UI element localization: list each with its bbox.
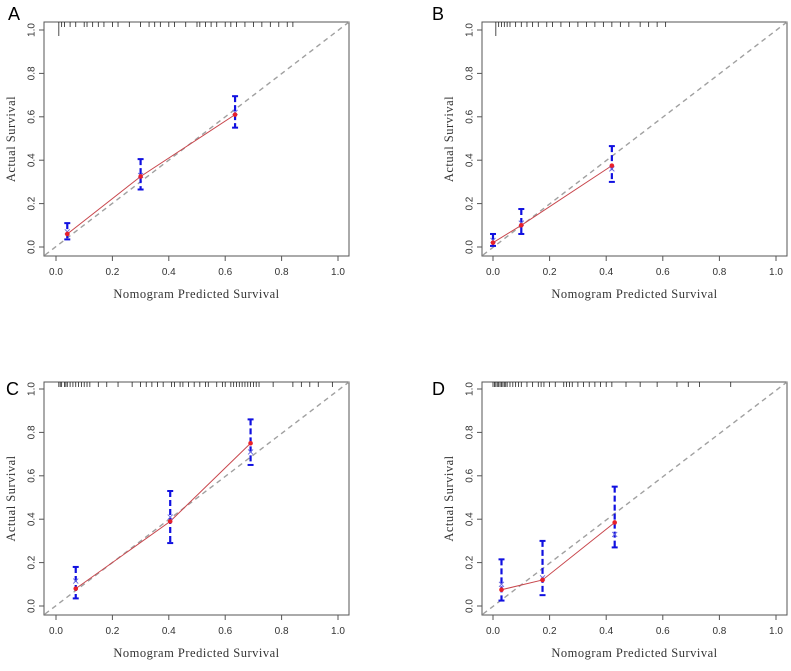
observed-point [167, 519, 173, 524]
x-tick-label: 0.8 [275, 267, 289, 278]
observed-point [73, 586, 79, 591]
bias-corrected-marker [167, 514, 174, 520]
observed-point [138, 174, 143, 179]
panel-d: D 0.0 0.2 0.4 0.6 0.8 1.0 0.0 0.2 0.4 0.6 0.8 1.0 Nom… [432, 379, 788, 660]
x-tick-label: 0.0 [486, 626, 500, 637]
observed-point [540, 577, 545, 583]
observed-point [499, 587, 504, 593]
x-axis-label: Nomogram Predicted Survival [113, 287, 279, 301]
reference-diagonal [482, 381, 788, 615]
x-axis-label: Nomogram Predicted Survival [551, 287, 717, 301]
y-tick-label: 0.2 [27, 555, 38, 569]
observed-point [64, 231, 70, 237]
panel-label: D [432, 379, 445, 399]
x-tick-label: 0.2 [543, 626, 557, 637]
calibration-line [75, 442, 251, 590]
y-tick-label: 0.4 [465, 512, 476, 526]
panel-c: C 0.0 0.2 0.4 0.6 0.8 1.0 0.0 0.2 0.4 0.6 0.8 1.0 Nom… [4, 379, 350, 660]
y-tick-label: 0.6 [465, 109, 476, 123]
y-tick-label: 0.6 [27, 109, 38, 123]
plot-frame [43, 381, 350, 616]
observed-point [232, 112, 238, 117]
y-tick-label: 1.0 [465, 23, 476, 37]
observed-point [612, 520, 617, 525]
observed-point [519, 223, 524, 228]
y-tick-label: 0.2 [465, 555, 476, 569]
y-tick-label: 0.4 [465, 153, 476, 167]
y-tick-label: 0.0 [27, 240, 38, 254]
x-tick-label: 0.0 [49, 626, 63, 637]
panel-label: C [6, 379, 19, 399]
reference-diagonal [44, 381, 350, 615]
x-axis-label: Nomogram Predicted Survival [551, 646, 717, 660]
x-tick-label: 0.8 [712, 626, 726, 637]
bias-corrected-marker [72, 578, 79, 584]
x-tick-label: 1.0 [331, 267, 345, 278]
y-tick-label: 0.4 [27, 153, 38, 167]
y-tick-label: 0.8 [465, 425, 476, 439]
x-tick-label: 1.0 [769, 267, 783, 278]
y-tick-label: 0.0 [27, 599, 38, 613]
y-tick-label: 1.0 [27, 23, 38, 37]
x-axis-label: Nomogram Predicted Survival [113, 646, 279, 660]
y-tick-label: 0.0 [465, 240, 476, 254]
x-tick-label: 0.4 [162, 267, 176, 278]
y-tick-label: 1.0 [27, 382, 38, 396]
x-tick-label: 1.0 [769, 626, 783, 637]
x-tick-label: 0.4 [599, 626, 613, 637]
plot-frame [43, 21, 350, 257]
panel-b: B 0.0 0.2 0.4 0.6 0.8 1.0 0.0 0.2 0.4 0.6 0.8 1.0 Nom… [432, 4, 788, 301]
panel-a: A 0.0 0.2 0.4 0.6 0.8 1.0 0.0 0.2 0.4 0.6 0.8 1.0 Nom… [4, 4, 350, 301]
x-tick-label: 0.6 [656, 267, 670, 278]
x-tick-label: 0.4 [162, 626, 176, 637]
y-tick-label: 0.2 [465, 196, 476, 210]
y-axis-label: Actual Survival [4, 96, 18, 182]
y-tick-label: 0.8 [465, 66, 476, 80]
y-axis-label: Actual Survival [442, 96, 456, 182]
calibration-line [66, 114, 236, 235]
y-tick-label: 0.4 [27, 512, 38, 526]
x-tick-label: 0.4 [599, 267, 613, 278]
observed-point [490, 240, 496, 245]
y-axis-label: Actual Survival [442, 455, 456, 541]
x-tick-label: 1.0 [331, 626, 345, 637]
bias-corrected-marker [609, 166, 615, 172]
reference-diagonal [44, 21, 350, 256]
bias-corrected-marker [498, 581, 505, 588]
observed-point [248, 440, 253, 446]
bias-corrected-marker [611, 531, 618, 538]
reference-diagonal [482, 21, 788, 256]
y-tick-label: 0.8 [27, 425, 38, 439]
plot-frame [481, 381, 788, 616]
y-tick-label: 0.6 [465, 468, 476, 482]
x-tick-label: 0.8 [712, 267, 726, 278]
x-tick-label: 0.6 [656, 626, 670, 637]
x-tick-label: 0.2 [543, 267, 557, 278]
x-tick-label: 0.0 [49, 267, 63, 278]
y-tick-label: 0.0 [465, 599, 476, 613]
y-tick-label: 1.0 [465, 382, 476, 396]
y-axis-label: Actual Survival [4, 455, 18, 541]
x-tick-label: 0.2 [105, 267, 119, 278]
x-tick-label: 0.6 [218, 626, 232, 637]
y-tick-label: 0.2 [27, 196, 38, 210]
bias-corrected-marker [247, 449, 254, 455]
x-tick-label: 0.2 [105, 626, 119, 637]
x-tick-label: 0.6 [218, 267, 232, 278]
panel-label: B [432, 4, 444, 24]
calibration-line [492, 165, 613, 244]
observed-point [609, 163, 615, 168]
y-tick-label: 0.6 [27, 468, 38, 482]
plot-frame [481, 21, 788, 257]
x-tick-label: 0.8 [275, 626, 289, 637]
x-tick-label: 0.0 [486, 267, 500, 278]
y-tick-label: 0.8 [27, 66, 38, 80]
panel-label: A [8, 4, 20, 24]
